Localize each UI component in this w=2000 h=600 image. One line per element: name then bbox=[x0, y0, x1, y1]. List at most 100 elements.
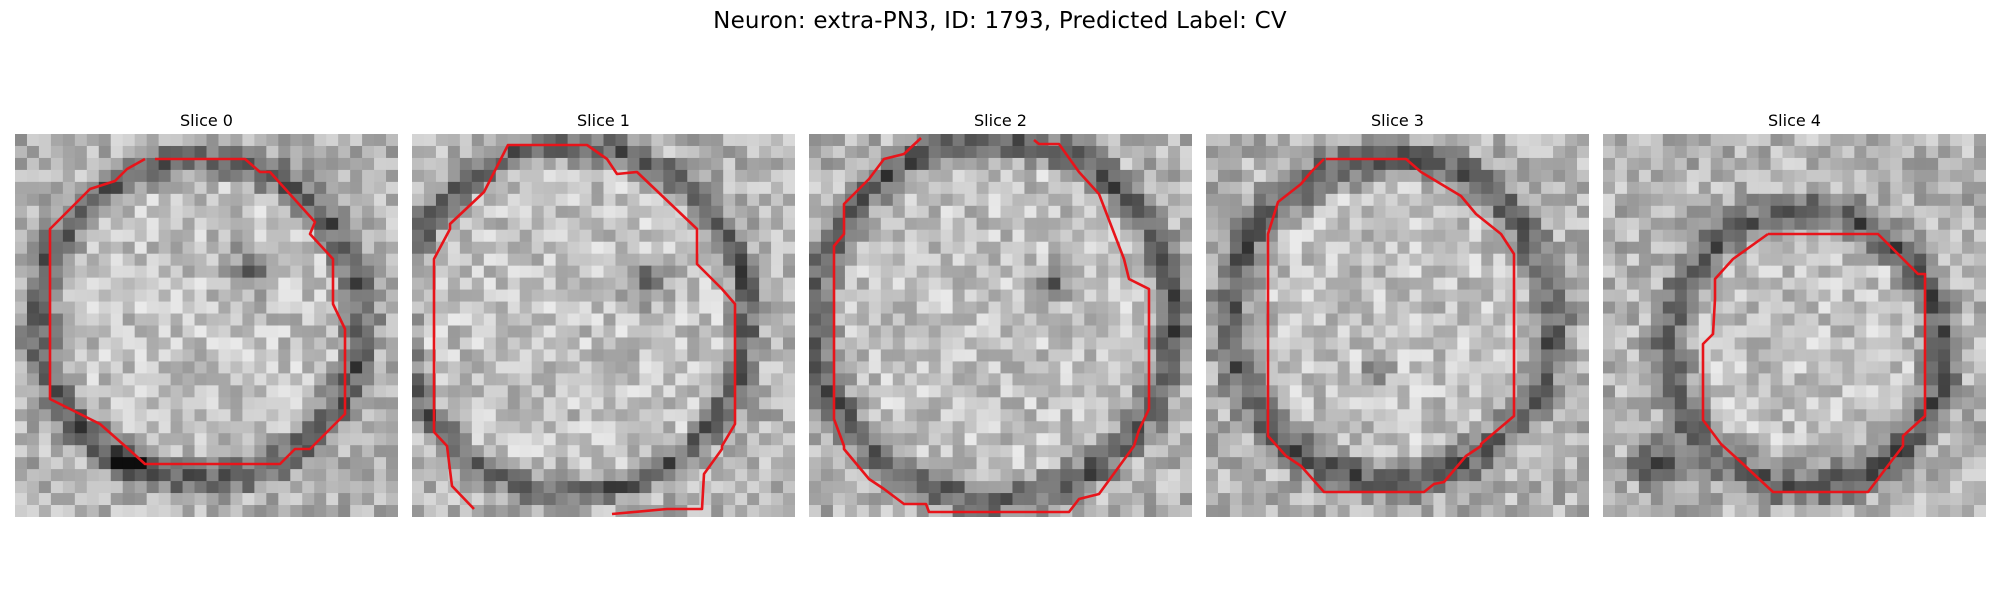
image-pixel bbox=[1674, 397, 1688, 410]
image-pixel bbox=[1373, 505, 1386, 517]
image-pixel bbox=[1818, 145, 1831, 159]
image-pixel bbox=[507, 457, 521, 470]
image-pixel bbox=[687, 469, 700, 482]
image-pixel bbox=[1926, 241, 1939, 255]
image-pixel bbox=[278, 409, 291, 422]
image-pixel bbox=[615, 217, 628, 231]
image-pixel bbox=[1541, 325, 1554, 338]
image-pixel bbox=[735, 181, 748, 195]
image-pixel bbox=[1289, 361, 1303, 374]
image-pixel bbox=[1385, 445, 1398, 458]
image-pixel bbox=[1120, 181, 1133, 195]
image-pixel bbox=[904, 493, 918, 506]
image-pixel bbox=[1048, 193, 1061, 207]
image-pixel bbox=[639, 469, 652, 482]
image-pixel bbox=[326, 445, 339, 458]
image-pixel bbox=[1782, 134, 1795, 147]
image-pixel bbox=[435, 265, 449, 279]
image-pixel bbox=[1337, 289, 1351, 302]
image-pixel bbox=[1505, 277, 1518, 290]
image-pixel bbox=[374, 361, 387, 374]
image-pixel bbox=[1132, 157, 1145, 171]
image-pixel bbox=[1890, 289, 1903, 302]
image-pixel bbox=[892, 265, 906, 279]
image-pixel bbox=[1180, 313, 1192, 326]
image-pixel bbox=[1433, 241, 1446, 255]
image-pixel bbox=[809, 253, 822, 267]
image-pixel bbox=[1553, 421, 1566, 434]
image-pixel bbox=[759, 337, 772, 350]
image-pixel bbox=[1553, 325, 1566, 338]
image-pixel bbox=[856, 277, 870, 290]
image-pixel bbox=[170, 145, 183, 159]
image-pixel bbox=[1385, 205, 1398, 219]
image-pixel bbox=[1337, 385, 1351, 398]
image-pixel bbox=[543, 481, 557, 494]
image-pixel bbox=[170, 409, 183, 422]
image-pixel bbox=[1626, 337, 1640, 350]
image-pixel bbox=[627, 349, 640, 362]
image-pixel bbox=[591, 385, 604, 398]
image-pixel bbox=[639, 265, 652, 279]
image-pixel bbox=[1457, 325, 1470, 338]
image-pixel bbox=[1734, 409, 1748, 422]
image-pixel bbox=[146, 349, 160, 362]
image-pixel bbox=[1000, 217, 1013, 231]
image-pixel bbox=[326, 217, 339, 231]
image-pixel bbox=[1096, 445, 1109, 458]
image-pixel bbox=[1974, 217, 1986, 231]
image-pixel bbox=[266, 205, 279, 219]
image-pixel bbox=[194, 445, 207, 458]
image-pixel bbox=[386, 229, 398, 243]
image-pixel bbox=[1313, 421, 1327, 434]
image-pixel bbox=[1541, 157, 1554, 171]
image-pixel bbox=[15, 445, 28, 458]
image-pixel bbox=[519, 181, 533, 195]
image-pixel bbox=[1626, 265, 1640, 279]
image-pixel bbox=[735, 349, 748, 362]
image-pixel bbox=[98, 337, 112, 350]
image-pixel bbox=[170, 193, 183, 207]
image-pixel bbox=[567, 325, 580, 338]
image-pixel bbox=[1120, 349, 1133, 362]
image-pixel bbox=[759, 145, 772, 159]
image-pixel bbox=[1409, 457, 1422, 470]
image-pixel bbox=[1217, 241, 1231, 255]
image-pixel bbox=[1794, 301, 1807, 314]
image-pixel bbox=[1818, 301, 1831, 314]
image-pixel bbox=[1409, 265, 1422, 279]
image-pixel bbox=[1565, 373, 1578, 386]
image-pixel bbox=[1108, 313, 1121, 326]
image-pixel bbox=[1301, 325, 1315, 338]
image-pixel bbox=[266, 265, 279, 279]
image-pixel bbox=[880, 445, 894, 458]
image-pixel bbox=[1902, 325, 1915, 338]
image-pixel bbox=[98, 505, 112, 517]
image-pixel bbox=[1036, 337, 1049, 350]
image-pixel bbox=[723, 313, 736, 326]
image-pixel bbox=[412, 145, 425, 159]
image-pixel bbox=[1974, 265, 1986, 279]
image-pixel bbox=[1770, 145, 1783, 159]
image-pixel bbox=[1048, 481, 1061, 494]
image-pixel bbox=[675, 457, 688, 470]
image-pixel bbox=[1409, 469, 1422, 482]
image-pixel bbox=[1842, 134, 1855, 147]
image-pixel bbox=[1084, 361, 1097, 374]
image-pixel bbox=[591, 361, 604, 374]
image-pixel bbox=[412, 397, 425, 410]
image-pixel bbox=[820, 169, 834, 183]
image-pixel bbox=[1325, 481, 1339, 494]
image-pixel bbox=[110, 505, 124, 517]
image-pixel bbox=[1337, 145, 1351, 159]
image-pixel bbox=[134, 505, 148, 517]
image-pixel bbox=[735, 277, 748, 290]
image-pixel bbox=[543, 265, 557, 279]
image-pixel bbox=[1842, 385, 1855, 398]
image-pixel bbox=[1469, 385, 1482, 398]
image-pixel bbox=[687, 181, 700, 195]
image-pixel bbox=[1926, 277, 1939, 290]
image-pixel bbox=[158, 253, 171, 267]
image-pixel bbox=[1421, 145, 1434, 159]
image-pixel bbox=[783, 181, 795, 195]
